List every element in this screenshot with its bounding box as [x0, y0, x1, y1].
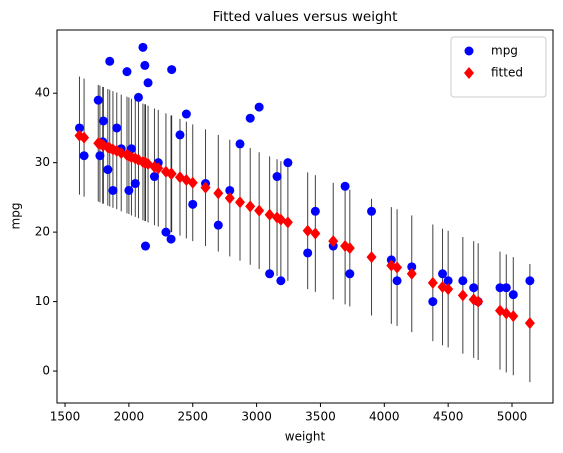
x-tick-label: 4000 [369, 410, 400, 424]
point [428, 297, 438, 307]
y-tick-label: 0 [42, 364, 50, 378]
point [392, 261, 403, 274]
point [438, 269, 448, 279]
point [328, 235, 339, 248]
point [234, 196, 245, 209]
legend-label: fitted [491, 66, 523, 80]
point [473, 295, 484, 308]
point [245, 113, 255, 123]
point [443, 283, 454, 296]
point [254, 204, 265, 217]
point [345, 269, 355, 279]
point [188, 199, 198, 209]
point [213, 187, 224, 200]
point [245, 200, 256, 213]
point [254, 102, 264, 112]
point [508, 290, 518, 300]
point [340, 181, 350, 191]
point [200, 181, 211, 194]
point [276, 276, 286, 286]
point [213, 220, 223, 230]
point [310, 227, 321, 240]
point [366, 251, 377, 264]
y-tick-label: 10 [35, 294, 50, 308]
y-tick-label: 40 [35, 86, 50, 100]
point [235, 139, 245, 149]
point [310, 206, 320, 216]
legend-label: mpg [491, 44, 518, 58]
y-tick-label: 20 [35, 225, 50, 239]
point [153, 162, 164, 175]
point [264, 208, 275, 221]
point [508, 310, 519, 323]
point [138, 42, 148, 52]
x-axis-label: weight [285, 430, 326, 444]
point [367, 206, 377, 216]
point [524, 317, 535, 330]
point [130, 179, 140, 189]
legend-marker [464, 46, 474, 56]
point [225, 185, 235, 195]
point [175, 130, 185, 140]
y-axis-label: mpg [9, 203, 23, 230]
point [74, 123, 84, 133]
x-tick-label: 3000 [241, 410, 272, 424]
point [344, 242, 355, 255]
point [283, 158, 293, 168]
plot-frame [56, 29, 554, 404]
point [187, 176, 198, 189]
point [143, 78, 153, 88]
point [133, 92, 143, 102]
point [166, 167, 177, 180]
point [501, 283, 511, 293]
point [303, 248, 313, 258]
legend-marker [464, 67, 474, 79]
point [525, 276, 535, 286]
point [495, 283, 505, 293]
point [469, 283, 479, 293]
point [161, 227, 171, 237]
point [79, 131, 90, 144]
point [224, 192, 235, 205]
x-tick-label: 3500 [305, 410, 336, 424]
x-tick-label: 2000 [114, 410, 145, 424]
point [282, 216, 293, 229]
point [95, 151, 105, 161]
point [93, 95, 103, 105]
x-tick-label: 1500 [50, 410, 81, 424]
point [124, 185, 134, 195]
point [140, 60, 150, 70]
x-tick-label: 2500 [177, 410, 208, 424]
point [458, 276, 468, 286]
point [112, 123, 122, 133]
point [406, 267, 417, 280]
point [272, 172, 282, 182]
point [392, 276, 402, 286]
point [140, 241, 150, 251]
point [427, 276, 438, 289]
point [265, 269, 275, 279]
point [108, 185, 118, 195]
point [166, 234, 176, 244]
point [181, 109, 191, 119]
point [457, 289, 468, 302]
point [122, 67, 132, 77]
y-tick-label: 30 [35, 155, 50, 169]
point [105, 56, 115, 66]
x-tick-label: 4500 [433, 410, 464, 424]
legend-box [450, 36, 547, 98]
point [167, 65, 177, 75]
point [302, 224, 313, 237]
point [79, 151, 89, 161]
point [149, 172, 159, 182]
chart-title: Fitted values versus weight [213, 9, 398, 25]
x-tick-label: 5000 [497, 410, 528, 424]
point [98, 116, 108, 126]
point [407, 262, 417, 272]
point [103, 165, 113, 175]
point [443, 276, 453, 286]
